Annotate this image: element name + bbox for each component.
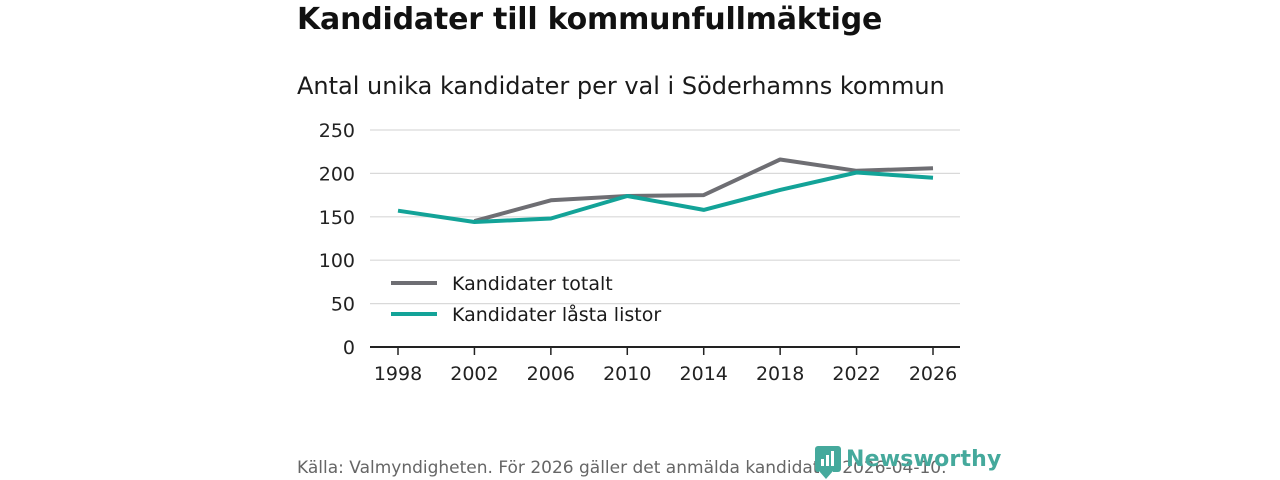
x-tick-label: 2022 bbox=[832, 363, 880, 385]
y-tick-label: 50 bbox=[331, 294, 355, 316]
legend: Kandidater totalt Kandidater låsta listor bbox=[391, 273, 661, 326]
y-tick-label: 150 bbox=[319, 207, 355, 229]
newsworthy-logo: Newsworthy bbox=[815, 446, 1002, 479]
newsworthy-logo-icon bbox=[815, 446, 841, 479]
legend-item-locked: Kandidater låsta listor bbox=[391, 303, 661, 326]
y-tick-label: 200 bbox=[319, 163, 355, 185]
x-tick-label: 2018 bbox=[756, 363, 804, 385]
legend-label: Kandidater totalt bbox=[452, 273, 613, 295]
source-note: Källa: Valmyndigheten. För 2026 gäller d… bbox=[297, 458, 947, 478]
x-tick-label: 2014 bbox=[680, 363, 728, 385]
chart-title: Kandidater till kommunfullmäktige bbox=[297, 2, 883, 37]
x-tick-label: 2006 bbox=[527, 363, 575, 385]
x-tick-label: 2010 bbox=[603, 363, 651, 385]
series-line-locked bbox=[397, 170, 934, 224]
x-tick-label: 1998 bbox=[374, 363, 422, 385]
y-tick-label: 250 bbox=[319, 120, 355, 142]
y-tick-label: 0 bbox=[343, 337, 355, 359]
legend-label: Kandidater låsta listor bbox=[452, 303, 661, 326]
x-tick-label: 2002 bbox=[450, 363, 498, 385]
x-axis: 1998 2002 2006 2010 2014 2018 2022 2026 bbox=[370, 346, 960, 385]
legend-item-total: Kandidater totalt bbox=[391, 273, 613, 295]
brand-name: Newsworthy bbox=[846, 446, 1002, 472]
y-tick-label: 100 bbox=[319, 250, 355, 272]
y-axis-ticks: 0 50 100 150 200 250 bbox=[319, 120, 355, 359]
chart-subtitle: Antal unika kandidater per val i Söderha… bbox=[297, 72, 945, 100]
x-tick-label: 2026 bbox=[909, 363, 957, 385]
series-lines bbox=[397, 157, 934, 224]
